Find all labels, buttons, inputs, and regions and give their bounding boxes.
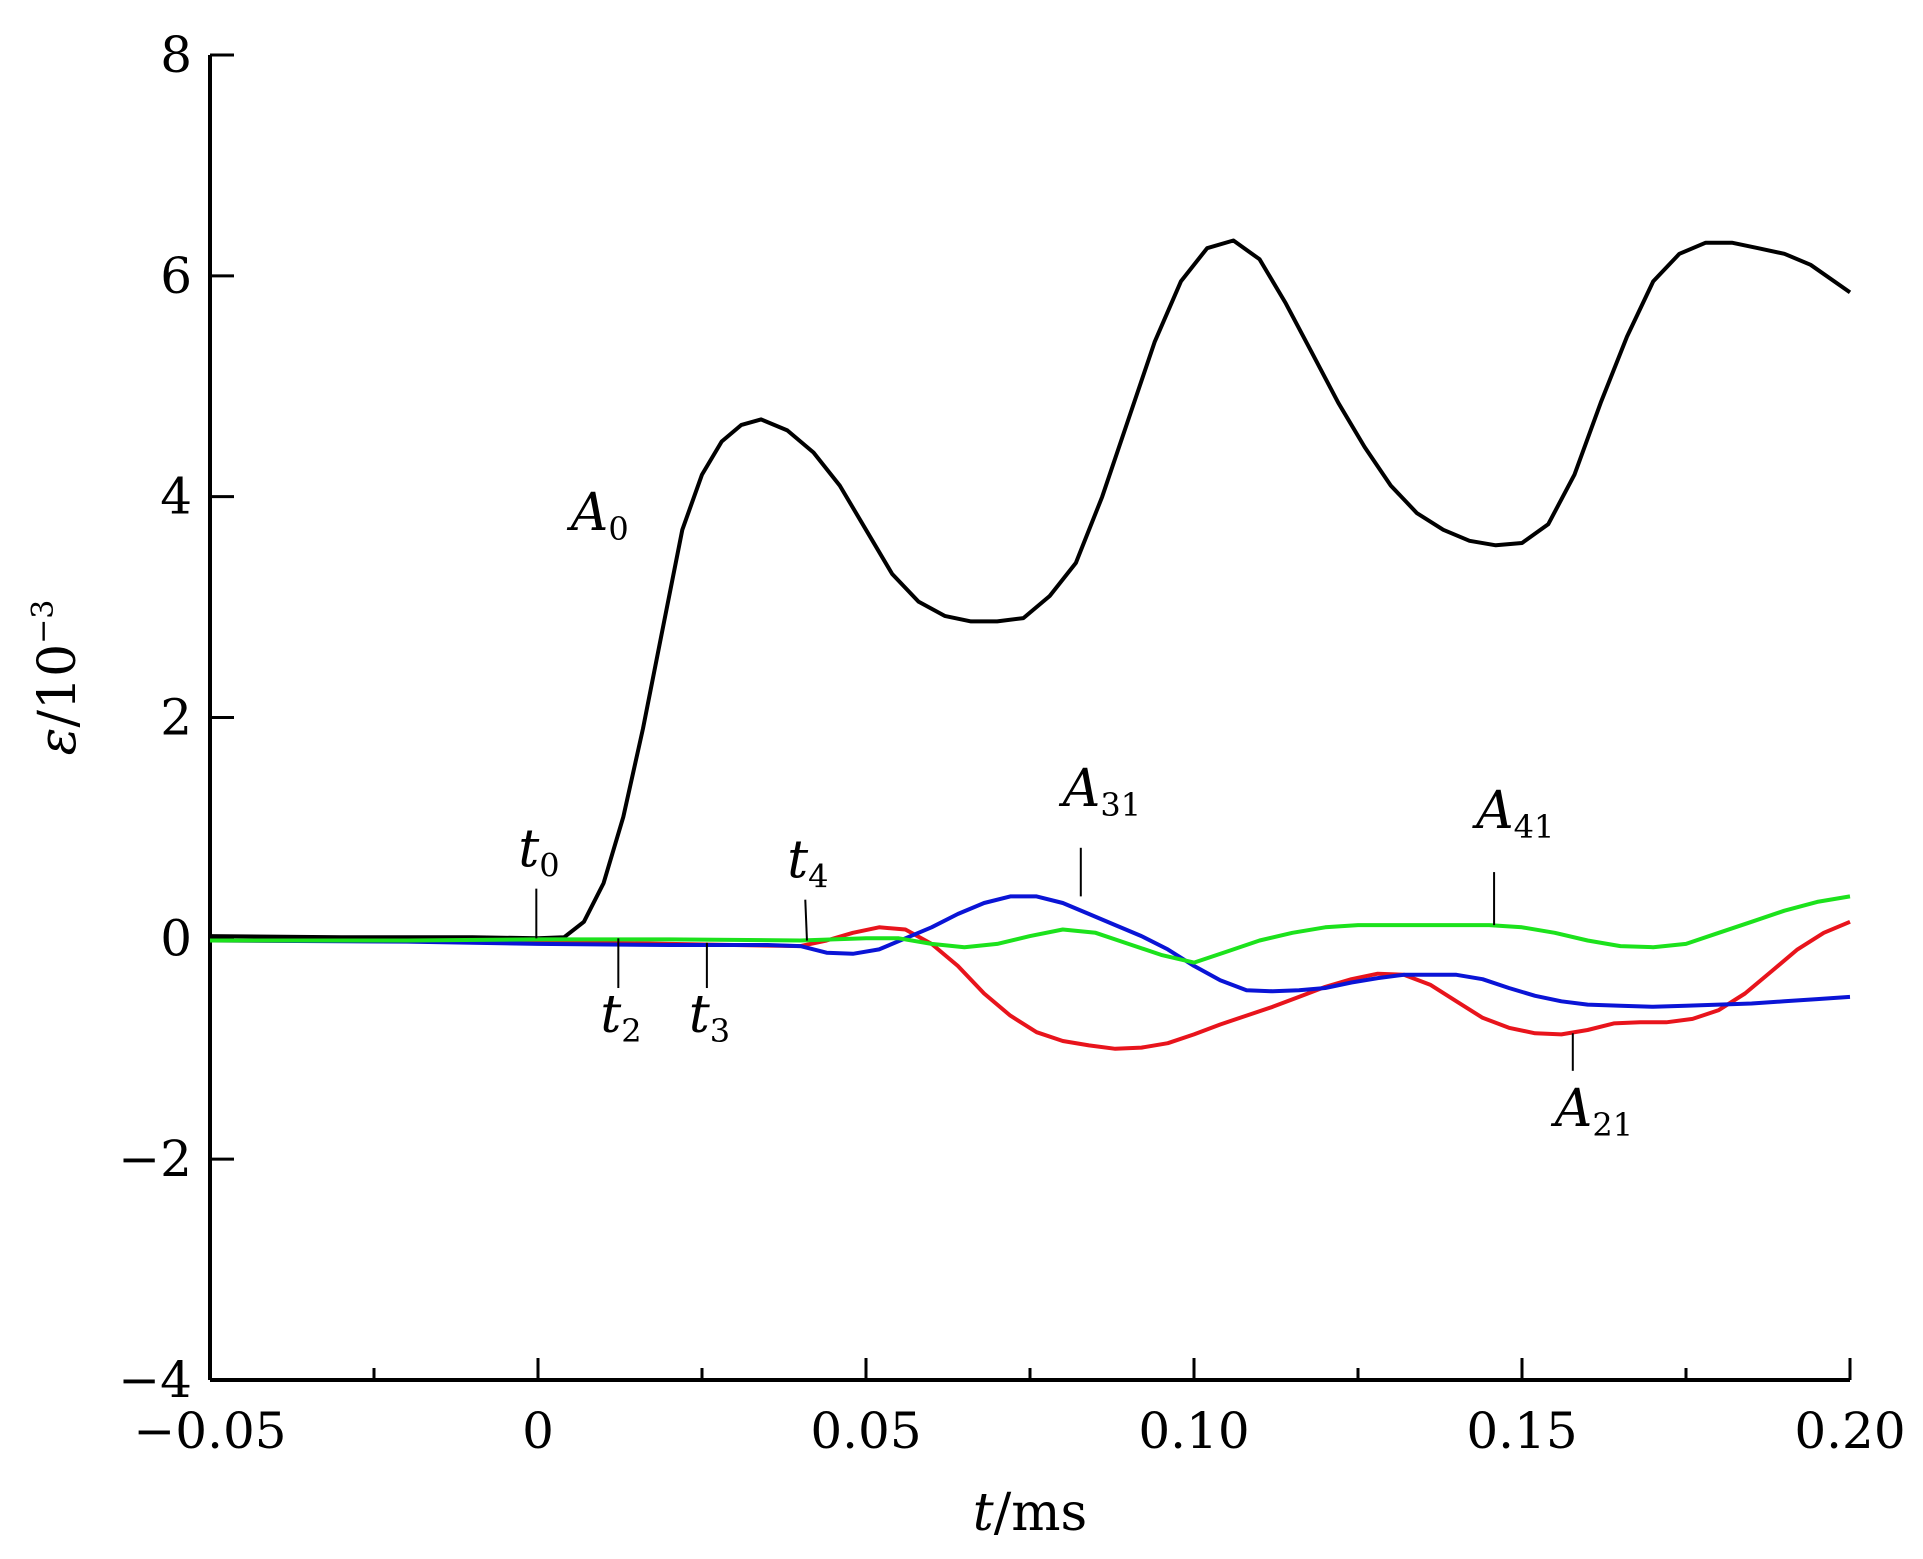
annotation-a0: A0: [567, 483, 629, 548]
annotation-t3: t3: [689, 985, 730, 1050]
y-tick-label: −4: [118, 1351, 192, 1409]
annotation-t4: t4: [787, 831, 828, 896]
series-line-a41: [210, 894, 1851, 965]
series-line-a31: [209, 894, 1851, 1009]
x-tick-label: 0.10: [1138, 1402, 1249, 1460]
axis-labels: t/ms ε/10−3: [26, 600, 1087, 1543]
y-axis-title: ε/10−3: [26, 600, 88, 756]
annotation-a21: A21: [1551, 1079, 1633, 1144]
y-tick-label: 4: [160, 468, 192, 526]
annotation-a31: A31: [1059, 759, 1141, 824]
x-tick-label: 0.05: [810, 1402, 921, 1460]
annotation-layer: A0 A31 A41 A21 t0 t4 t2 t3: [518, 483, 1633, 1144]
y-tick-label: 6: [160, 247, 192, 305]
series-line-a0: [209, 238, 1852, 941]
annotation-t2: t2: [600, 985, 641, 1050]
x-axis-title: t/ms: [973, 1483, 1087, 1543]
y-tick-label: 2: [160, 689, 192, 747]
y-tick-label: 8: [160, 26, 192, 84]
annotation-t0: t0: [518, 820, 559, 885]
x-tick-label: −0.05: [133, 1402, 286, 1460]
series-layer: [209, 238, 1852, 1051]
leader-line-t4: [804, 899, 808, 941]
series-line-a21: [209, 919, 1851, 1051]
annotation-a41: A41: [1472, 781, 1554, 846]
x-tick-label: 0.20: [1794, 1402, 1905, 1460]
y-tick-label: 0: [160, 909, 192, 967]
x-tick-label: 0.15: [1466, 1402, 1577, 1460]
x-tick-label: 0: [522, 1402, 554, 1460]
y-tick-label: −2: [118, 1130, 192, 1188]
axes: −0.05 0 0.05 0.10 0.15 0.20 −4 −2 0 2 4 6 8: [118, 26, 1905, 1460]
